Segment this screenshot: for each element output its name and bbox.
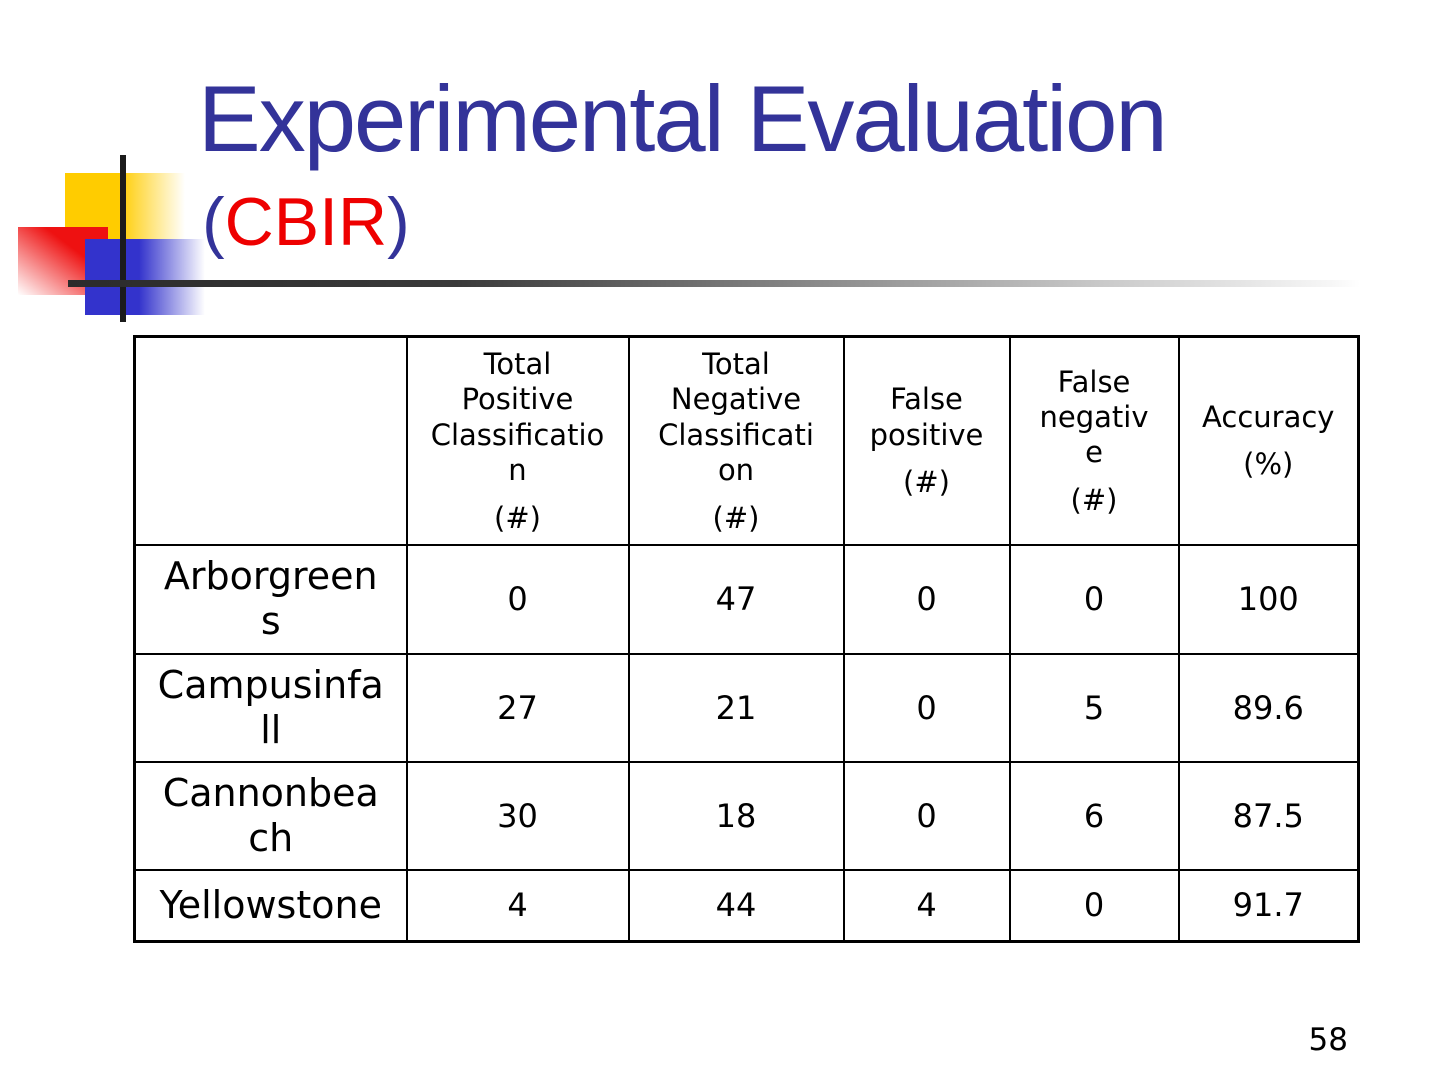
col-header-label: False positive bbox=[869, 382, 984, 452]
data-cell: 0 bbox=[842, 652, 1011, 763]
col-header-unit: (#) bbox=[903, 465, 950, 500]
col-header-label: False negativ e bbox=[1039, 364, 1149, 470]
table-header-row: Total Positive Classificatio n (#) Total… bbox=[133, 335, 1360, 546]
data-cell: 0 bbox=[842, 760, 1011, 871]
row-label-cannonbeach: Cannonbea ch bbox=[133, 760, 408, 871]
data-cell: 100 bbox=[1177, 543, 1360, 655]
corner-cell bbox=[133, 335, 408, 546]
col-header-false-positive: False positive (#) bbox=[842, 335, 1011, 546]
data-cell: 91.7 bbox=[1177, 868, 1360, 943]
col-header-total-positive: Total Positive Classificatio n (#) bbox=[405, 335, 630, 546]
row-label-yellowstone: Yellowstone bbox=[133, 868, 408, 943]
data-cell: 30 bbox=[405, 760, 630, 871]
row-label-arborgreens: Arborgreen s bbox=[133, 543, 408, 655]
col-header-accuracy: Accuracy (%) bbox=[1177, 335, 1360, 546]
data-cell: 89.6 bbox=[1177, 652, 1360, 763]
col-header-label: Total Negative Classificati on bbox=[658, 347, 814, 488]
table-row: Campusinfa ll 27 21 0 5 89.6 bbox=[133, 652, 1360, 763]
logo-vertical-line bbox=[120, 155, 126, 322]
results-table: Total Positive Classificatio n (#) Total… bbox=[133, 335, 1360, 943]
col-header-false-negative: False negativ e (#) bbox=[1008, 335, 1180, 546]
col-header-unit: (#) bbox=[1070, 482, 1118, 517]
data-cell: 21 bbox=[627, 652, 845, 763]
subtitle-open-paren: ( bbox=[202, 184, 225, 260]
data-cell: 0 bbox=[842, 543, 1011, 655]
col-header-label: Accuracy bbox=[1202, 400, 1335, 435]
data-cell: 0 bbox=[1008, 543, 1180, 655]
col-header-unit: (#) bbox=[494, 500, 541, 535]
data-cell: 18 bbox=[627, 760, 845, 871]
divider-rule bbox=[68, 280, 1360, 287]
data-cell: 47 bbox=[627, 543, 845, 655]
data-cell: 44 bbox=[627, 868, 845, 943]
col-header-total-negative: Total Negative Classificati on (#) bbox=[627, 335, 845, 546]
data-cell: 4 bbox=[842, 868, 1011, 943]
data-cell: 4 bbox=[405, 868, 630, 943]
data-cell: 27 bbox=[405, 652, 630, 763]
data-cell: 0 bbox=[405, 543, 630, 655]
data-cell: 6 bbox=[1008, 760, 1180, 871]
data-cell: 0 bbox=[1008, 868, 1180, 943]
data-cell: 5 bbox=[1008, 652, 1180, 763]
page-title: Experimental Evaluation bbox=[198, 66, 1168, 171]
table-row: Yellowstone 4 44 4 0 91.7 bbox=[133, 868, 1360, 943]
subtitle-close-paren: ) bbox=[387, 184, 410, 260]
page-number: 58 bbox=[1308, 1022, 1348, 1058]
subtitle-text: CBIR bbox=[224, 184, 388, 260]
col-header-label: Total Positive Classificatio n bbox=[430, 347, 605, 488]
table-row: Arborgreen s 0 47 0 0 100 bbox=[133, 543, 1360, 655]
data-cell: 87.5 bbox=[1177, 760, 1360, 871]
page-subtitle: (CBIR) bbox=[202, 188, 410, 256]
table-row: Cannonbea ch 30 18 0 6 87.5 bbox=[133, 760, 1360, 871]
row-label-campusinfall: Campusinfa ll bbox=[133, 652, 408, 763]
logo-blue-square-icon bbox=[85, 239, 205, 315]
col-header-unit: (%) bbox=[1243, 447, 1294, 482]
col-header-unit: (#) bbox=[712, 500, 760, 535]
